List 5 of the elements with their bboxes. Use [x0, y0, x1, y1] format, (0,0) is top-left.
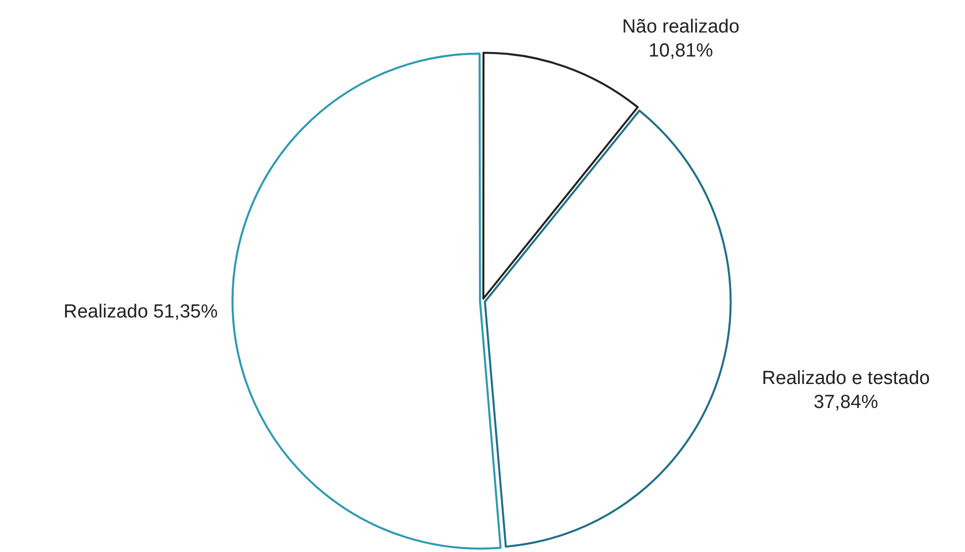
- slice-label: Realizado e testado: [762, 368, 930, 389]
- slice-label: Não realizado: [622, 16, 740, 38]
- data-label: 37,84%: [814, 392, 878, 413]
- slice-label: Realizado 51,35%: [64, 301, 218, 322]
- data-label: 10,81%: [648, 40, 714, 62]
